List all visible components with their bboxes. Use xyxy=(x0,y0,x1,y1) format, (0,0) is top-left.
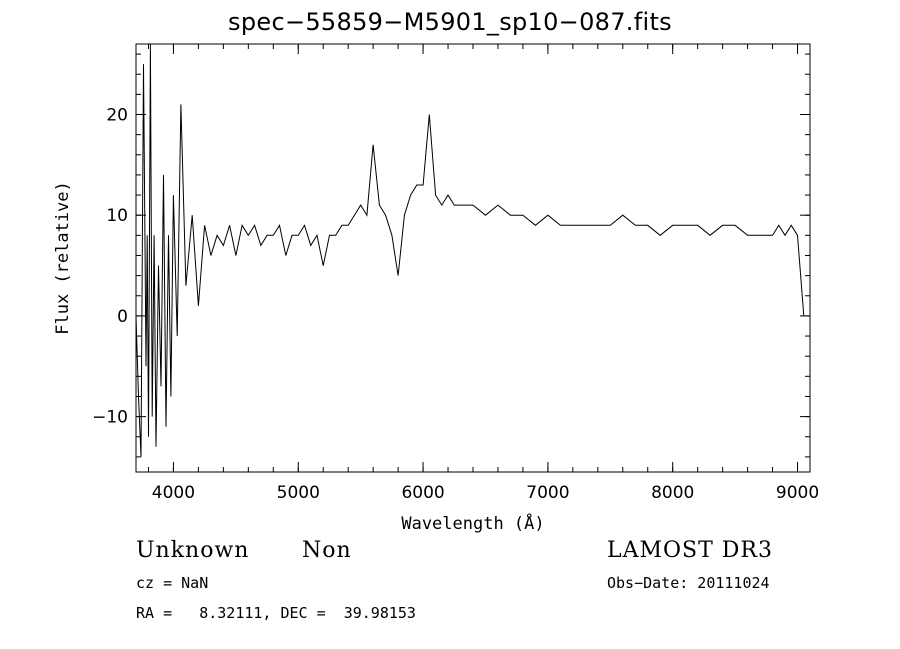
obs-date: Obs−Date: 20111024 xyxy=(607,574,770,592)
survey-label: LAMOST DR3 xyxy=(607,538,773,563)
plot-frame xyxy=(135,43,811,473)
y-tick-label: 20 xyxy=(106,105,128,125)
x-tick-label: 5000 xyxy=(277,483,320,503)
coordinates: RA = 8.32111, DEC = 39.98153 xyxy=(136,604,416,622)
tick-labels: 4000 5000 6000 7000 8000 9000 −10 0 10 20 xyxy=(92,105,819,503)
object-class: Unknown xyxy=(136,538,250,563)
x-tick-label: 4000 xyxy=(152,483,195,503)
x-tick-label: 6000 xyxy=(401,483,444,503)
x-tick-label: 9000 xyxy=(776,483,819,503)
x-tick-label: 8000 xyxy=(651,483,694,503)
spectrum-line xyxy=(135,43,805,457)
y-axis-label: Flux (relative) xyxy=(53,181,73,335)
y-tick-label: 0 xyxy=(117,307,128,327)
object-subclass: Non xyxy=(302,538,352,563)
y-tick-label: −10 xyxy=(92,408,128,428)
chart-title: spec−55859−M5901_sp10−087.fits xyxy=(228,8,672,36)
y-tick-label: 10 xyxy=(106,206,128,226)
axis-ticks xyxy=(136,44,810,472)
x-tick-label: 7000 xyxy=(526,483,569,503)
redshift-value: cz = NaN xyxy=(136,574,209,592)
x-axis-label: Wavelength (Å) xyxy=(401,512,544,534)
